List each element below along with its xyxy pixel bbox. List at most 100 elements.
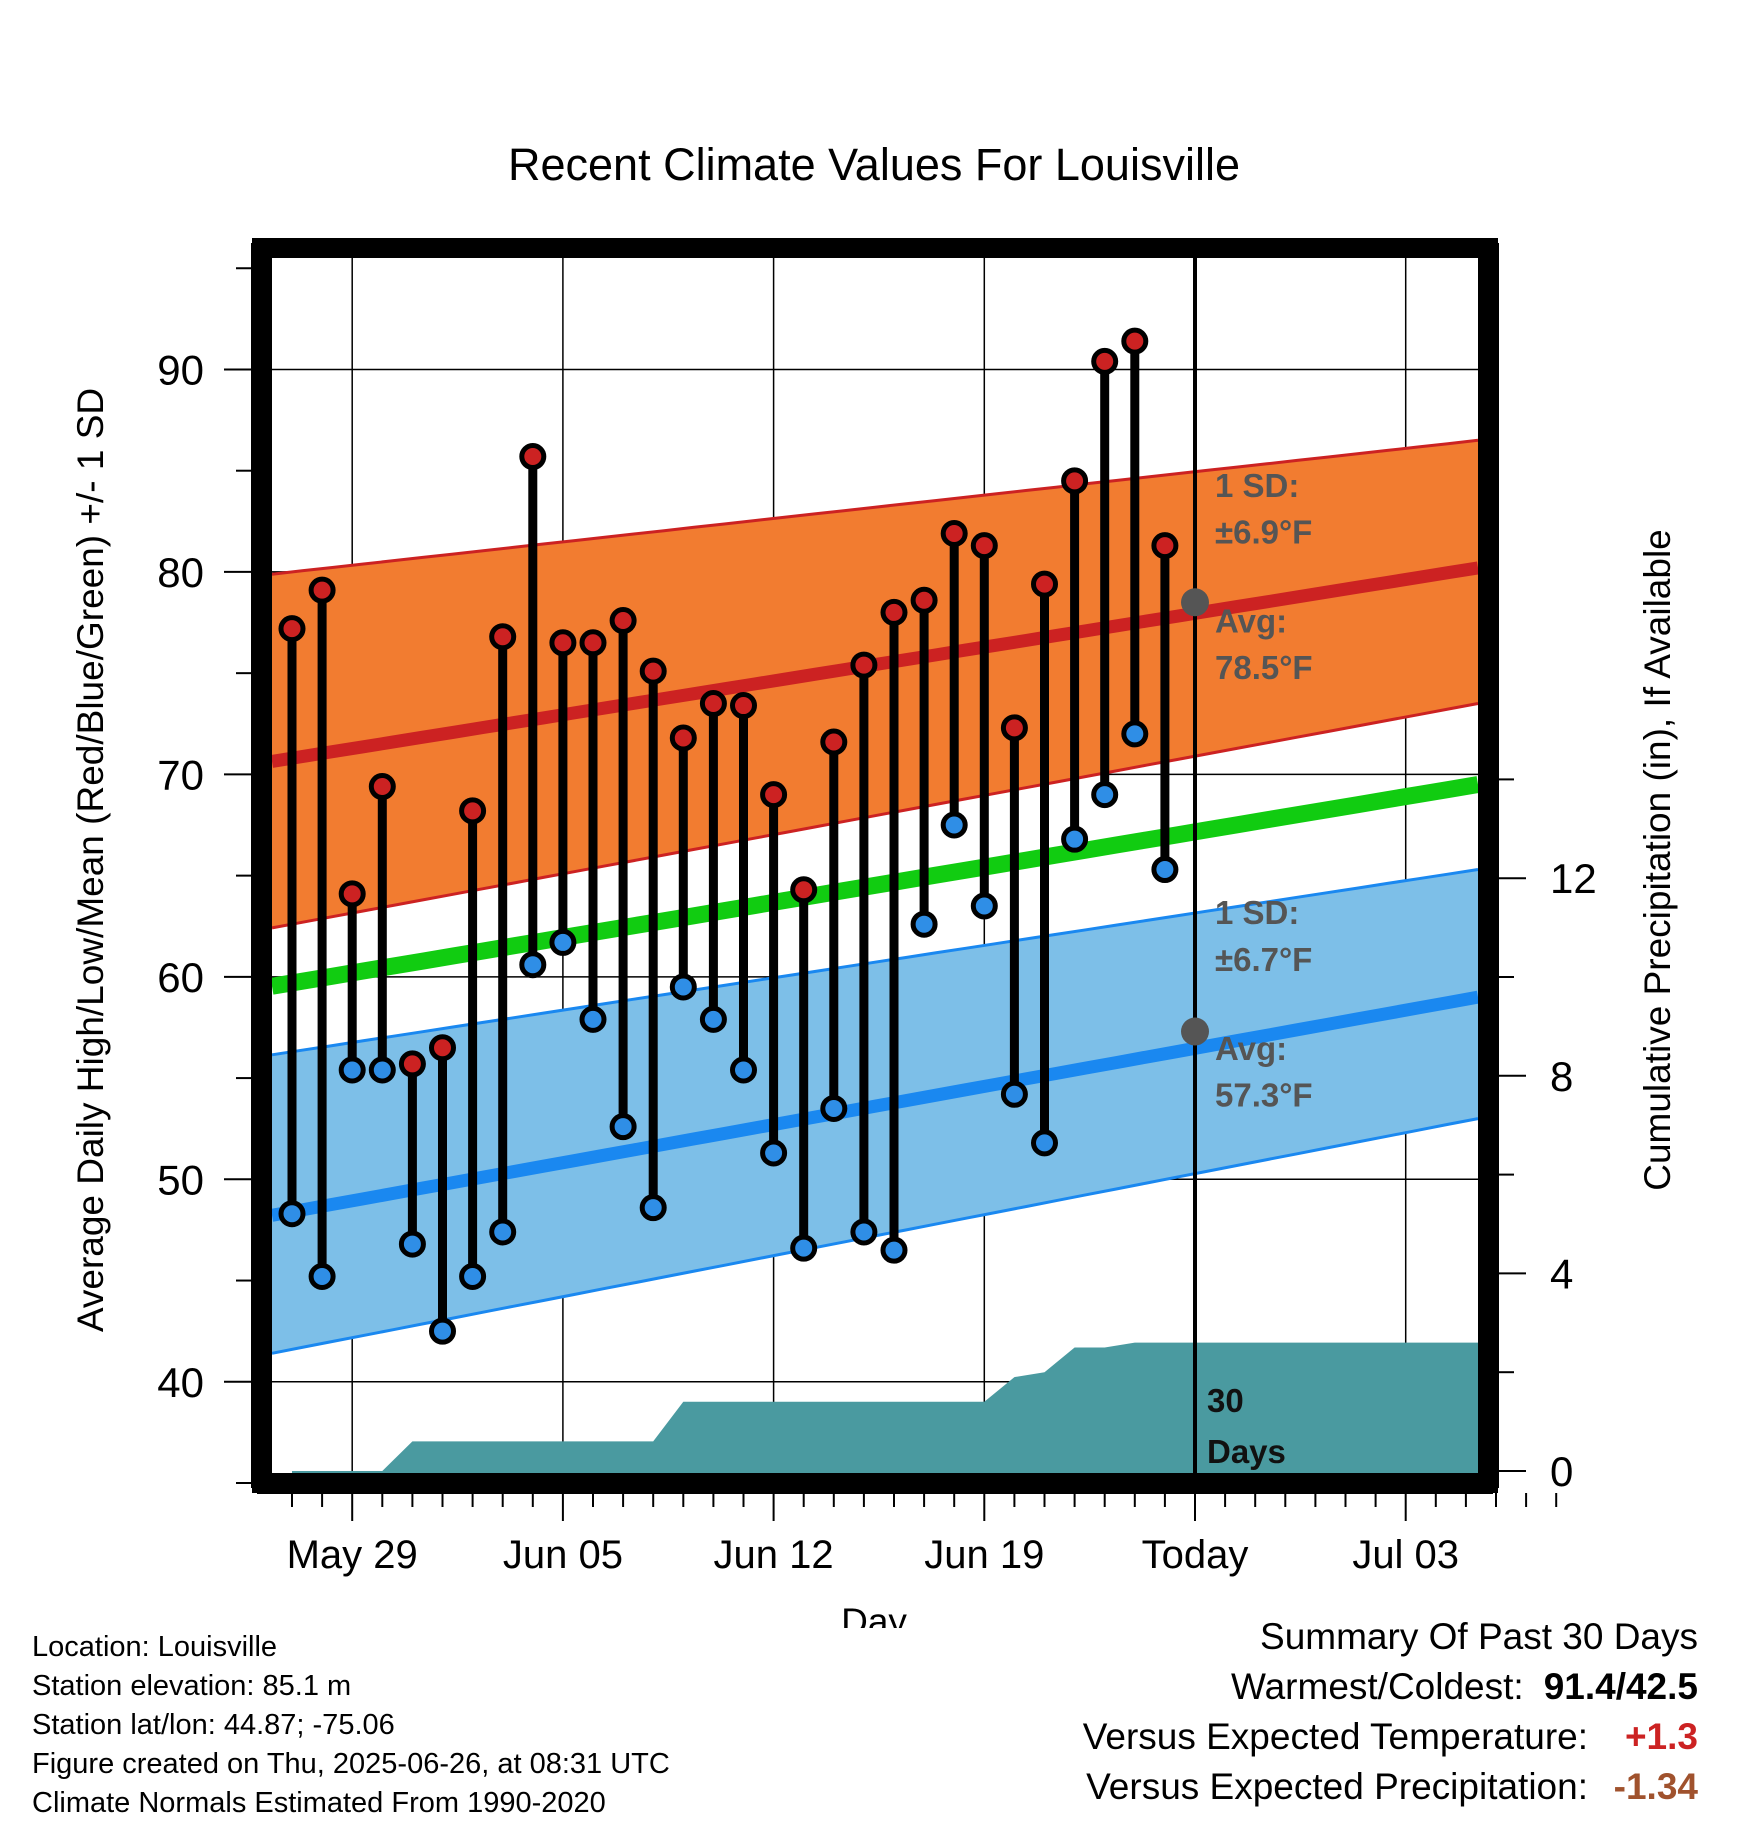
precip-value: -1.34: [1613, 1766, 1698, 1807]
plot-area: 1 SD: ±6.9°F Avg: 78.5°F 1 SD: ±6.7°F Avg: 57.3…: [157, 238, 1597, 1577]
low-point: [519, 951, 547, 979]
high-point: [1000, 714, 1028, 742]
high-point: [820, 728, 848, 756]
x-tick-label: Jun 12: [714, 1533, 834, 1577]
precip-area: [292, 1342, 1488, 1483]
low-point: [940, 811, 968, 839]
low-point: [1091, 781, 1119, 809]
low-sd-label: 1 SD:: [1215, 894, 1299, 931]
low-point: [1061, 825, 1089, 853]
low-avg-label: Avg:: [1215, 1030, 1287, 1067]
low-point: [398, 1230, 426, 1258]
x-tick-label: Today: [1142, 1533, 1249, 1577]
low-point: [1151, 856, 1179, 884]
high-point: [459, 797, 487, 825]
precip-label: Versus Expected Precipitation:: [1086, 1766, 1588, 1807]
y-tick-label: 80: [157, 549, 204, 596]
climate-chart: Recent Climate Values For Louisville 1 S…: [70, 139, 1678, 1628]
y-right-tick-label: 0: [1550, 1448, 1573, 1495]
low-point: [790, 1234, 818, 1262]
low-point: [489, 1218, 517, 1246]
high-avg-value: 78.5°F: [1215, 649, 1313, 686]
low-point: [820, 1094, 848, 1122]
high-point: [609, 607, 637, 635]
days-label-number: 30: [1207, 1382, 1244, 1419]
high-point: [850, 651, 878, 679]
x-tick-label: Jun 05: [503, 1533, 623, 1577]
y-tick-label: 40: [157, 1359, 204, 1406]
high-point: [368, 773, 396, 801]
low-point: [639, 1194, 667, 1222]
high-point: [549, 629, 577, 657]
low-point: [970, 892, 998, 920]
high-point: [1031, 570, 1058, 598]
high-upper-line: [271, 438, 1479, 576]
low-point: [368, 1056, 396, 1084]
high-point: [970, 532, 998, 560]
low-point: [579, 1005, 607, 1033]
low-point: [609, 1113, 637, 1141]
low-point: [1121, 720, 1149, 748]
x-axis-label: Day: [841, 1601, 907, 1628]
low-point: [730, 1056, 757, 1084]
days-label-text: Days: [1207, 1433, 1286, 1470]
station-info: Location: Louisville Station elevation: …: [32, 1628, 670, 1823]
high-point: [308, 576, 336, 604]
low-point: [850, 1218, 878, 1246]
normals-text: Climate Normals Estimated From 1990-2020: [32, 1787, 606, 1819]
y-axis-right-label: Cumulative Precipitation (in), If Availa…: [1637, 529, 1678, 1191]
created-text: Figure created on Thu, 2025-06-26, at 08…: [32, 1748, 670, 1780]
low-point: [760, 1139, 788, 1167]
high-sd-band: [272, 440, 1478, 928]
high-point: [429, 1034, 456, 1062]
high-point: [1091, 347, 1119, 375]
x-tick-label: Jun 19: [924, 1533, 1044, 1577]
summary-panel: Summary Of Past 30 Days Warmest/Coldest:…: [1083, 1612, 1698, 1812]
low-point: [549, 928, 577, 956]
y-axis-label: Average Daily High/Low/Mean (Red/Blue/Gr…: [70, 388, 111, 1332]
high-point: [699, 690, 727, 718]
y-tick-label: 70: [157, 751, 204, 798]
high-point: [940, 519, 968, 547]
warmest-label: Warmest/Coldest:: [1231, 1666, 1524, 1707]
high-point: [278, 615, 306, 643]
high-avg-label: Avg:: [1215, 603, 1287, 640]
latlon-text: Station lat/lon: 44.87; -75.06: [32, 1709, 395, 1741]
low-point: [699, 1005, 727, 1033]
high-point: [639, 657, 667, 685]
high-point: [1121, 327, 1149, 355]
y-tick-label: 60: [157, 954, 204, 1001]
low-point: [459, 1262, 487, 1290]
high-point: [1061, 467, 1089, 495]
y-right-tick-label: 4: [1550, 1250, 1573, 1297]
summary-warmest-row: Warmest/Coldest: 91.4/42.5: [1083, 1662, 1698, 1712]
low-point: [308, 1262, 336, 1290]
elevation-text: Station elevation: 85.1 m: [32, 1670, 352, 1702]
today-high-avg-marker: [1181, 588, 1209, 617]
location-text: Location: Louisville: [32, 1631, 278, 1663]
low-point: [1031, 1129, 1058, 1157]
y-tick-label: 90: [157, 346, 204, 393]
summary-precip-row: Versus Expected Precipitation: -1.34: [1083, 1762, 1698, 1812]
x-tick-label: Jul 03: [1352, 1533, 1459, 1577]
chart-title: Recent Climate Values For Louisville: [508, 139, 1240, 190]
high-point: [489, 623, 517, 651]
low-point: [669, 973, 697, 1001]
y-right-tick-label: 12: [1550, 855, 1597, 902]
high-point: [760, 781, 788, 809]
y-tick-label: 50: [157, 1156, 204, 1203]
today-low-avg-marker: [1181, 1017, 1209, 1046]
high-point: [398, 1050, 426, 1078]
high-sd-value: ±6.9°F: [1215, 514, 1312, 551]
warmest-value: 91.4/42.5: [1543, 1666, 1698, 1707]
high-point: [880, 598, 908, 626]
low-point: [429, 1317, 456, 1345]
high-point: [790, 876, 818, 904]
low-point: [1000, 1080, 1028, 1108]
summary-title: Summary Of Past 30 Days: [1260, 1616, 1698, 1657]
plot-inner: [262, 248, 1488, 1483]
plot-frame: [252, 238, 1498, 1493]
temp-value: +1.3: [1624, 1716, 1698, 1757]
x-tick-label: May 29: [287, 1533, 418, 1577]
y-right-tick-label: 8: [1550, 1053, 1573, 1100]
